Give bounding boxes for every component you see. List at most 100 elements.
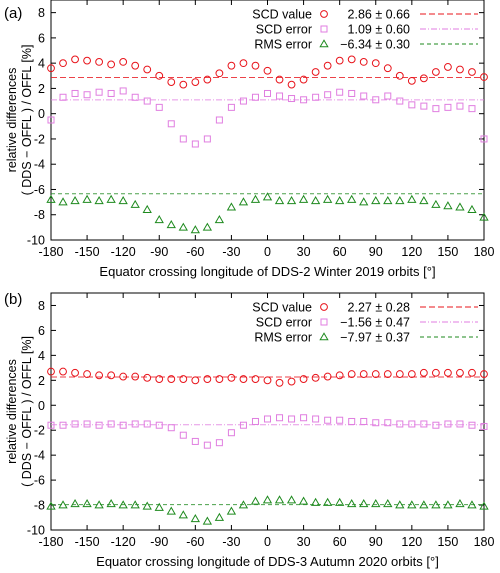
data-point xyxy=(287,80,296,89)
data-point xyxy=(407,370,416,378)
y-axis-label: relative differences( DDS − OFFL ) / OFF… xyxy=(5,45,34,196)
data-point xyxy=(70,499,80,508)
data-point xyxy=(131,93,139,101)
data-point xyxy=(480,370,488,378)
data-point xyxy=(432,421,440,429)
data-point xyxy=(443,500,453,509)
legend-label: RMS error xyxy=(254,38,312,52)
data-point xyxy=(143,97,151,105)
data-point xyxy=(107,420,115,428)
data-point xyxy=(47,116,55,124)
data-point xyxy=(480,135,488,143)
data-point xyxy=(420,102,428,110)
data-point xyxy=(59,367,67,376)
data-point xyxy=(47,367,55,376)
data-point xyxy=(239,97,247,105)
data-point xyxy=(82,499,92,508)
data-point xyxy=(179,375,188,383)
chart-panel-a: (a)-180 -150 -120 -90 -60 -30 0 30 60 90 120 150 180… xyxy=(4,0,494,279)
data-point xyxy=(324,416,332,424)
data-point xyxy=(383,196,393,205)
data-point xyxy=(310,196,321,205)
data-point xyxy=(383,499,393,508)
legend: SCD value 2.86 ± 0.66 SCD error 1.09 ± 0.60… xyxy=(252,8,478,52)
data-point xyxy=(95,57,104,66)
data-point xyxy=(179,135,187,143)
data-point xyxy=(407,76,416,85)
data-point xyxy=(444,63,452,71)
x-tick-label: -120 xyxy=(111,245,136,259)
data-point xyxy=(264,89,271,97)
y-axis-label-line1: relative differences xyxy=(5,68,19,173)
data-point xyxy=(456,368,464,377)
legend-stat: −6.34 ± 0.30 xyxy=(340,38,410,52)
data-point xyxy=(335,196,345,205)
data-point xyxy=(155,103,163,111)
x-tick-label: -120 xyxy=(111,535,136,549)
data-point xyxy=(396,420,404,428)
y-tick-label: 0 xyxy=(38,107,45,121)
data-point xyxy=(142,204,152,213)
data-point xyxy=(178,510,188,519)
series-scd-error xyxy=(47,414,488,449)
series-rms-error xyxy=(46,495,489,525)
data-point xyxy=(431,68,440,76)
data-point xyxy=(395,71,404,80)
data-point xyxy=(360,92,368,100)
data-point xyxy=(359,57,368,66)
legend-label: SCD value xyxy=(252,301,312,315)
data-point xyxy=(59,59,67,68)
legend-marker xyxy=(320,303,328,311)
data-point xyxy=(311,373,320,382)
data-point xyxy=(286,495,297,504)
x-tick-label: 30 xyxy=(297,535,311,549)
data-point xyxy=(226,202,237,211)
data-point xyxy=(154,214,164,224)
data-point xyxy=(395,500,405,509)
data-point xyxy=(143,373,152,382)
y-tick-label: -10 xyxy=(27,234,45,248)
data-point xyxy=(444,420,452,428)
x-tick-label: -150 xyxy=(75,535,100,549)
data-point xyxy=(443,201,453,210)
y-axis-label-line2: ( DDS − OFFL ) / OFFL [%] xyxy=(20,45,34,196)
data-point xyxy=(479,501,489,510)
data-point xyxy=(83,91,91,99)
data-point xyxy=(407,500,417,509)
data-point xyxy=(250,194,261,203)
data-point xyxy=(480,422,488,430)
x-tick-label: 180 xyxy=(474,245,495,259)
data-point xyxy=(155,375,164,383)
data-point xyxy=(239,375,248,383)
data-point xyxy=(130,500,140,509)
data-point xyxy=(166,220,176,229)
data-point xyxy=(203,441,211,449)
data-point xyxy=(47,421,55,429)
data-point xyxy=(215,116,223,124)
data-point xyxy=(71,55,79,64)
data-point xyxy=(467,500,477,509)
data-point xyxy=(131,372,140,381)
y-tick-label: -8 xyxy=(34,208,45,222)
data-point xyxy=(480,73,488,81)
data-point xyxy=(167,78,176,87)
data-point xyxy=(431,199,441,208)
data-point xyxy=(202,222,213,231)
data-point xyxy=(107,371,116,380)
data-point xyxy=(322,194,333,203)
data-point xyxy=(94,196,104,205)
legend-marker xyxy=(319,39,329,48)
data-point xyxy=(46,501,56,510)
data-point xyxy=(335,371,344,380)
data-point xyxy=(310,497,321,506)
data-point xyxy=(58,197,68,206)
data-point xyxy=(420,420,428,428)
data-point xyxy=(191,140,199,148)
series-scd-error xyxy=(47,87,488,148)
data-point xyxy=(118,500,128,509)
data-point xyxy=(251,93,259,101)
data-point xyxy=(383,64,392,73)
data-point xyxy=(71,420,79,428)
data-point xyxy=(95,421,103,429)
data-point xyxy=(347,55,356,64)
